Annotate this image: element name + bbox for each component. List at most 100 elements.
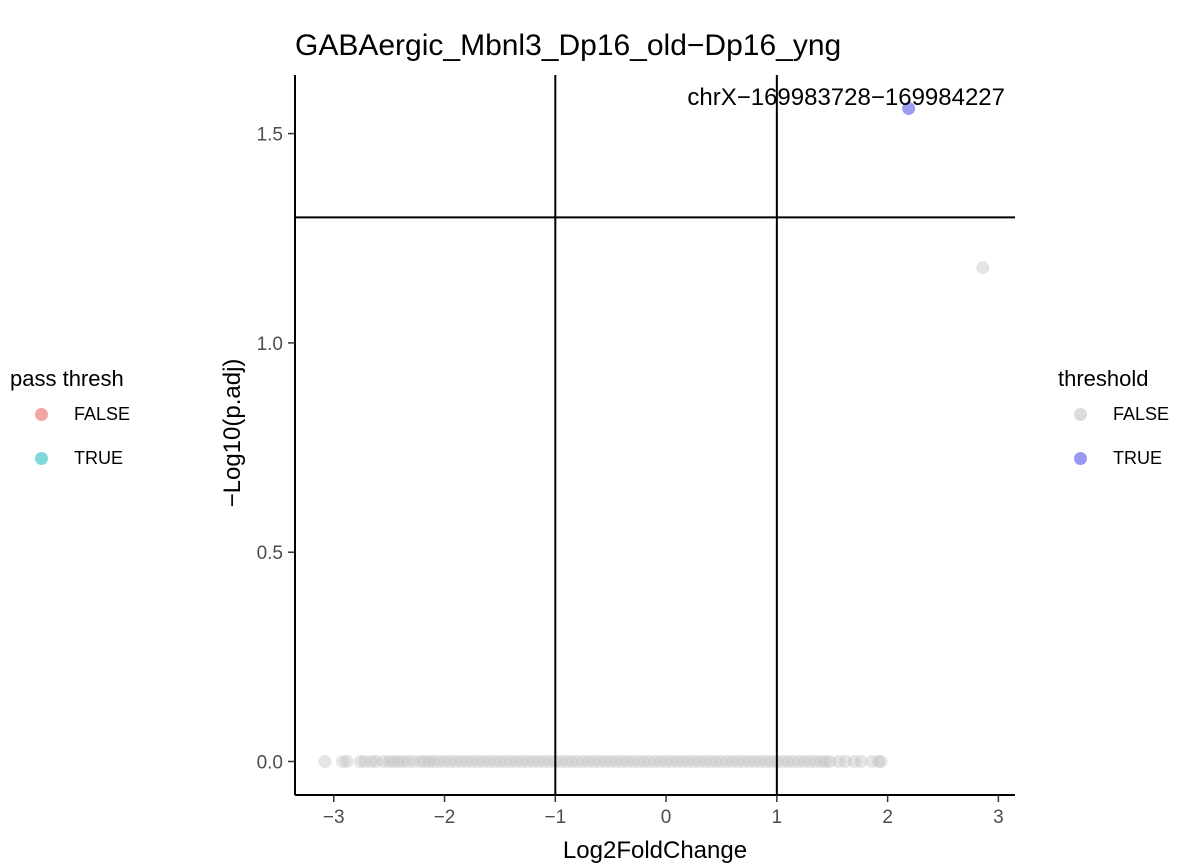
data-point-false [493,755,507,769]
data-point-false [471,755,485,769]
data-point-false [654,755,668,769]
legend-item-threshold-false: FALSE [1058,392,1169,436]
legend-pass-false-dot [35,407,48,421]
data-point-false [823,755,837,769]
data-point-false [714,755,728,769]
data-point-false [537,755,551,769]
legend-item-pass-false: FALSE [10,392,130,436]
data-point-true [902,101,916,115]
data-point-false [692,755,706,769]
data-point-false [819,755,833,769]
data-point-false [637,755,651,769]
data-point-false [401,755,415,769]
x-axis-ticks: −3 −2 −1 0 1 2 3 [323,795,1004,828]
data-point-false [413,755,427,769]
data-point-false [559,755,573,769]
data-point-false [565,755,579,769]
x-tick-label: 1 [772,807,783,828]
data-point-false [726,755,740,769]
data-point-false [340,755,354,769]
y-axis-ticks: 0.0 0.5 1.0 1.5 [257,125,295,774]
legend-threshold-false-label: FALSE [1113,403,1170,424]
data-point-false [631,755,645,769]
legend-item-threshold-true: TRUE [1058,436,1169,480]
data-point-false [521,755,535,769]
data-point-false [659,755,673,769]
data-point-false [703,755,717,769]
data-point-false [648,755,662,769]
data-point-false [443,755,457,769]
data-point-false [532,755,546,769]
data-point-false [604,755,618,769]
data-point-false [454,755,468,769]
data-point-false [865,755,879,769]
data-point-false [387,755,401,769]
data-point-false [615,755,629,769]
chart-title: GABAergic_Mbnl3_Dp16_old−Dp16_yng [295,29,841,62]
data-point-false [709,755,723,769]
data-point-false [832,755,846,769]
data-point-false [775,755,789,769]
data-point-false [487,755,501,769]
data-point-false [369,755,383,769]
data-point-false [626,755,640,769]
data-point-false [976,261,990,275]
reference-lines [295,75,1015,795]
legend-threshold-title: threshold [1058,366,1149,391]
data-point-false [587,755,601,769]
legend-pass-true-label: TRUE [74,447,123,468]
data-point-false [847,755,861,769]
data-point-false [504,755,518,769]
data-point-false [681,755,695,769]
data-point-false [336,755,350,769]
data-point-false [872,755,886,769]
legend-pass-thresh: pass thresh FALSE TRUE [10,366,130,480]
legend-threshold: threshold FALSE TRUE [1058,366,1169,480]
data-point-false [460,755,474,769]
data-point-false [391,755,405,769]
legend-threshold-true-label: TRUE [1113,447,1162,468]
data-point-false [422,755,436,769]
legend-pass-true-dot [35,451,48,465]
x-tick-label: −1 [544,807,566,828]
data-point-false [798,755,812,769]
data-point-false [598,755,612,769]
data-point-false [432,755,446,769]
data-point-false [665,755,679,769]
y-tick-label: 1.0 [257,334,283,355]
data-point-false [576,755,590,769]
data-point-false [642,755,656,769]
data-point-false [318,755,332,769]
x-tick-label: 2 [882,807,893,828]
legend-threshold-true-dot [1074,451,1087,465]
data-point-false [364,755,378,769]
point-annotation: chrX−169983728−169984227 [687,84,1005,111]
data-point-false [449,755,463,769]
data-point-false [358,755,372,769]
legend-threshold-false-dot [1074,407,1087,421]
data-point-false [874,755,888,769]
data-point-false [809,755,823,769]
data-point-false [839,755,853,769]
data-point-false [510,755,524,769]
data-point-false [720,755,734,769]
data-point-false [476,755,490,769]
data-point-false [687,755,701,769]
legend-pass-false-label: FALSE [74,403,131,424]
data-point-false [570,755,584,769]
legend-pass-thresh-title: pass thresh [10,366,124,391]
data-point-false [515,755,529,769]
data-point-false [353,755,367,769]
y-tick-label: 0.5 [257,543,283,564]
x-tick-label: −2 [434,807,456,828]
axes [294,75,1015,796]
y-tick-label: 1.5 [257,125,283,146]
data-point-false [620,755,634,769]
data-point-false [609,755,623,769]
data-point-false [670,755,684,769]
data-point-false [753,755,767,769]
data-point-false [582,755,596,769]
data-point-false [382,755,396,769]
data-point-false [748,755,762,769]
legend-item-pass-true: TRUE [10,436,130,480]
